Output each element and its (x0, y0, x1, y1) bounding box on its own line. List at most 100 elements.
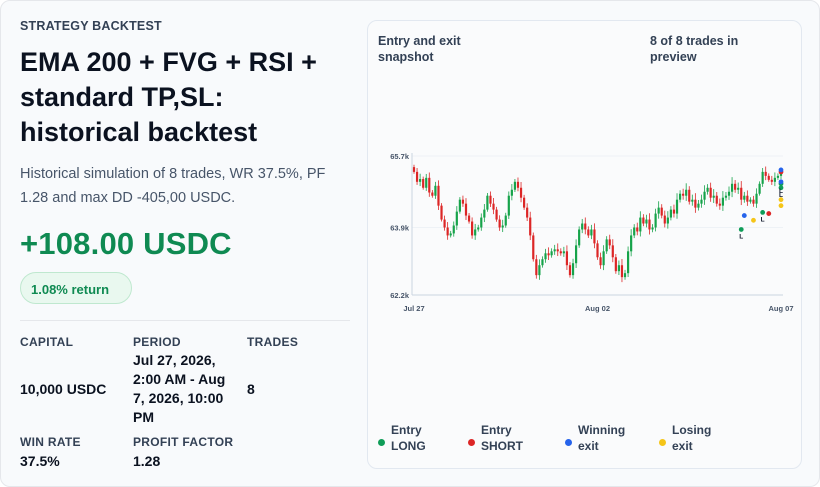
candle-body (688, 189, 691, 202)
candle-body (446, 227, 449, 236)
candle-body (486, 195, 489, 210)
candle-body (727, 191, 731, 196)
candle-body (559, 251, 562, 254)
candle-body (636, 227, 639, 232)
candle-body (734, 183, 737, 190)
trades-value: 8 (247, 381, 255, 397)
candle-body (715, 195, 718, 204)
trades-label: TRADES (247, 335, 299, 349)
candle-body (437, 185, 440, 206)
candle-body (596, 243, 599, 258)
candle-body (675, 199, 679, 214)
candle-body (602, 251, 605, 266)
x-tick-label: Aug 07 (768, 304, 793, 313)
candle-body (422, 179, 425, 188)
candle-body (770, 179, 773, 182)
candle-body (724, 195, 728, 198)
candle-body (682, 193, 685, 196)
candle-body (746, 195, 749, 202)
candle-body (443, 219, 446, 228)
candle-body (467, 215, 471, 222)
candle-body (431, 192, 434, 196)
trade-marker-entry-short (766, 211, 772, 216)
candle-body (773, 177, 776, 182)
candle-body (519, 187, 523, 198)
trade-marker-exit-win (778, 179, 784, 185)
legend-dot-icon (468, 438, 475, 446)
candle-body (608, 239, 611, 246)
candle-body (480, 217, 483, 228)
candle-body (434, 185, 437, 196)
legend-winning-exit: Winning exit (565, 422, 638, 454)
candle-body (483, 209, 486, 218)
candle-body (623, 273, 627, 278)
candle-body (709, 187, 712, 198)
candle-body (538, 265, 541, 276)
candle-body (474, 229, 477, 236)
candle-body (752, 199, 755, 204)
candle-body (492, 203, 495, 210)
legend-entry-short: Entry SHORT (468, 422, 541, 454)
candle-body (455, 211, 458, 226)
candle-body (605, 239, 608, 252)
x-tick-label: Jul 27 (403, 304, 424, 313)
capital-value: 10,000 USDC (20, 381, 107, 397)
trade-tag-label: L (779, 188, 783, 195)
trade-marker-entry-long (778, 185, 784, 191)
candle-body (642, 217, 645, 224)
trade-tag-label: L (779, 192, 783, 199)
candle-body (755, 193, 758, 204)
candle-body (495, 209, 498, 220)
candle-body (574, 245, 578, 264)
candle-body (568, 265, 572, 276)
legend-dot-icon (378, 438, 385, 446)
candle-body (544, 253, 547, 260)
candle-body (541, 259, 544, 266)
candle-body (516, 181, 520, 188)
trade-marker-exit-lose (751, 217, 756, 223)
legend-label: Entry LONG (391, 423, 426, 453)
candle-body (633, 227, 636, 236)
candle-body (471, 221, 474, 236)
candle-body (526, 207, 529, 218)
x-tick-label: Aug 02 (585, 304, 610, 313)
candle-body (461, 199, 465, 204)
trade-marker-exit-win (778, 167, 784, 173)
candle-body (565, 251, 569, 266)
candle-body (614, 257, 617, 272)
trade-tag-label: L (761, 216, 765, 223)
legend-label: Entry SHORT (481, 423, 523, 453)
candle-body (749, 199, 752, 202)
pnl-value: +108.00 USDC (20, 226, 232, 261)
candle-body (587, 229, 590, 236)
candle-body (697, 203, 700, 208)
candle-body (529, 217, 532, 236)
candle-body (648, 219, 651, 230)
legend-dot-icon (659, 438, 666, 446)
trade-count-label: 8 of 8 trades in preview (650, 34, 739, 64)
candle-body (562, 251, 565, 254)
candle-body (617, 265, 621, 272)
candle-body (501, 225, 504, 228)
trade-marker-exit-lose (778, 203, 784, 209)
candle-body (672, 209, 676, 214)
chart-panel-title: Entry and exit snapshot (378, 34, 461, 64)
legend-dot-icon (565, 438, 572, 446)
candle-body (415, 171, 419, 182)
legend-label: Winning exit (578, 423, 626, 453)
candle-body (590, 229, 593, 236)
candle-body (510, 189, 513, 196)
candle-body (758, 183, 761, 194)
page-title: EMA 200 + FVG + RSI + standard TP,SL: hi… (20, 47, 317, 147)
candle-body (718, 203, 721, 206)
candle-body (581, 223, 584, 230)
trade-marker-exit-lose (778, 197, 784, 203)
eyebrow-label: STRATEGY BACKTEST (20, 19, 162, 33)
trade-tag-label: L (739, 233, 743, 240)
candle-body (651, 227, 654, 230)
candle-body (428, 177, 431, 193)
candle-body (691, 199, 694, 202)
candle-body (761, 171, 764, 184)
candle-body (654, 213, 657, 228)
candle-body (666, 217, 669, 224)
